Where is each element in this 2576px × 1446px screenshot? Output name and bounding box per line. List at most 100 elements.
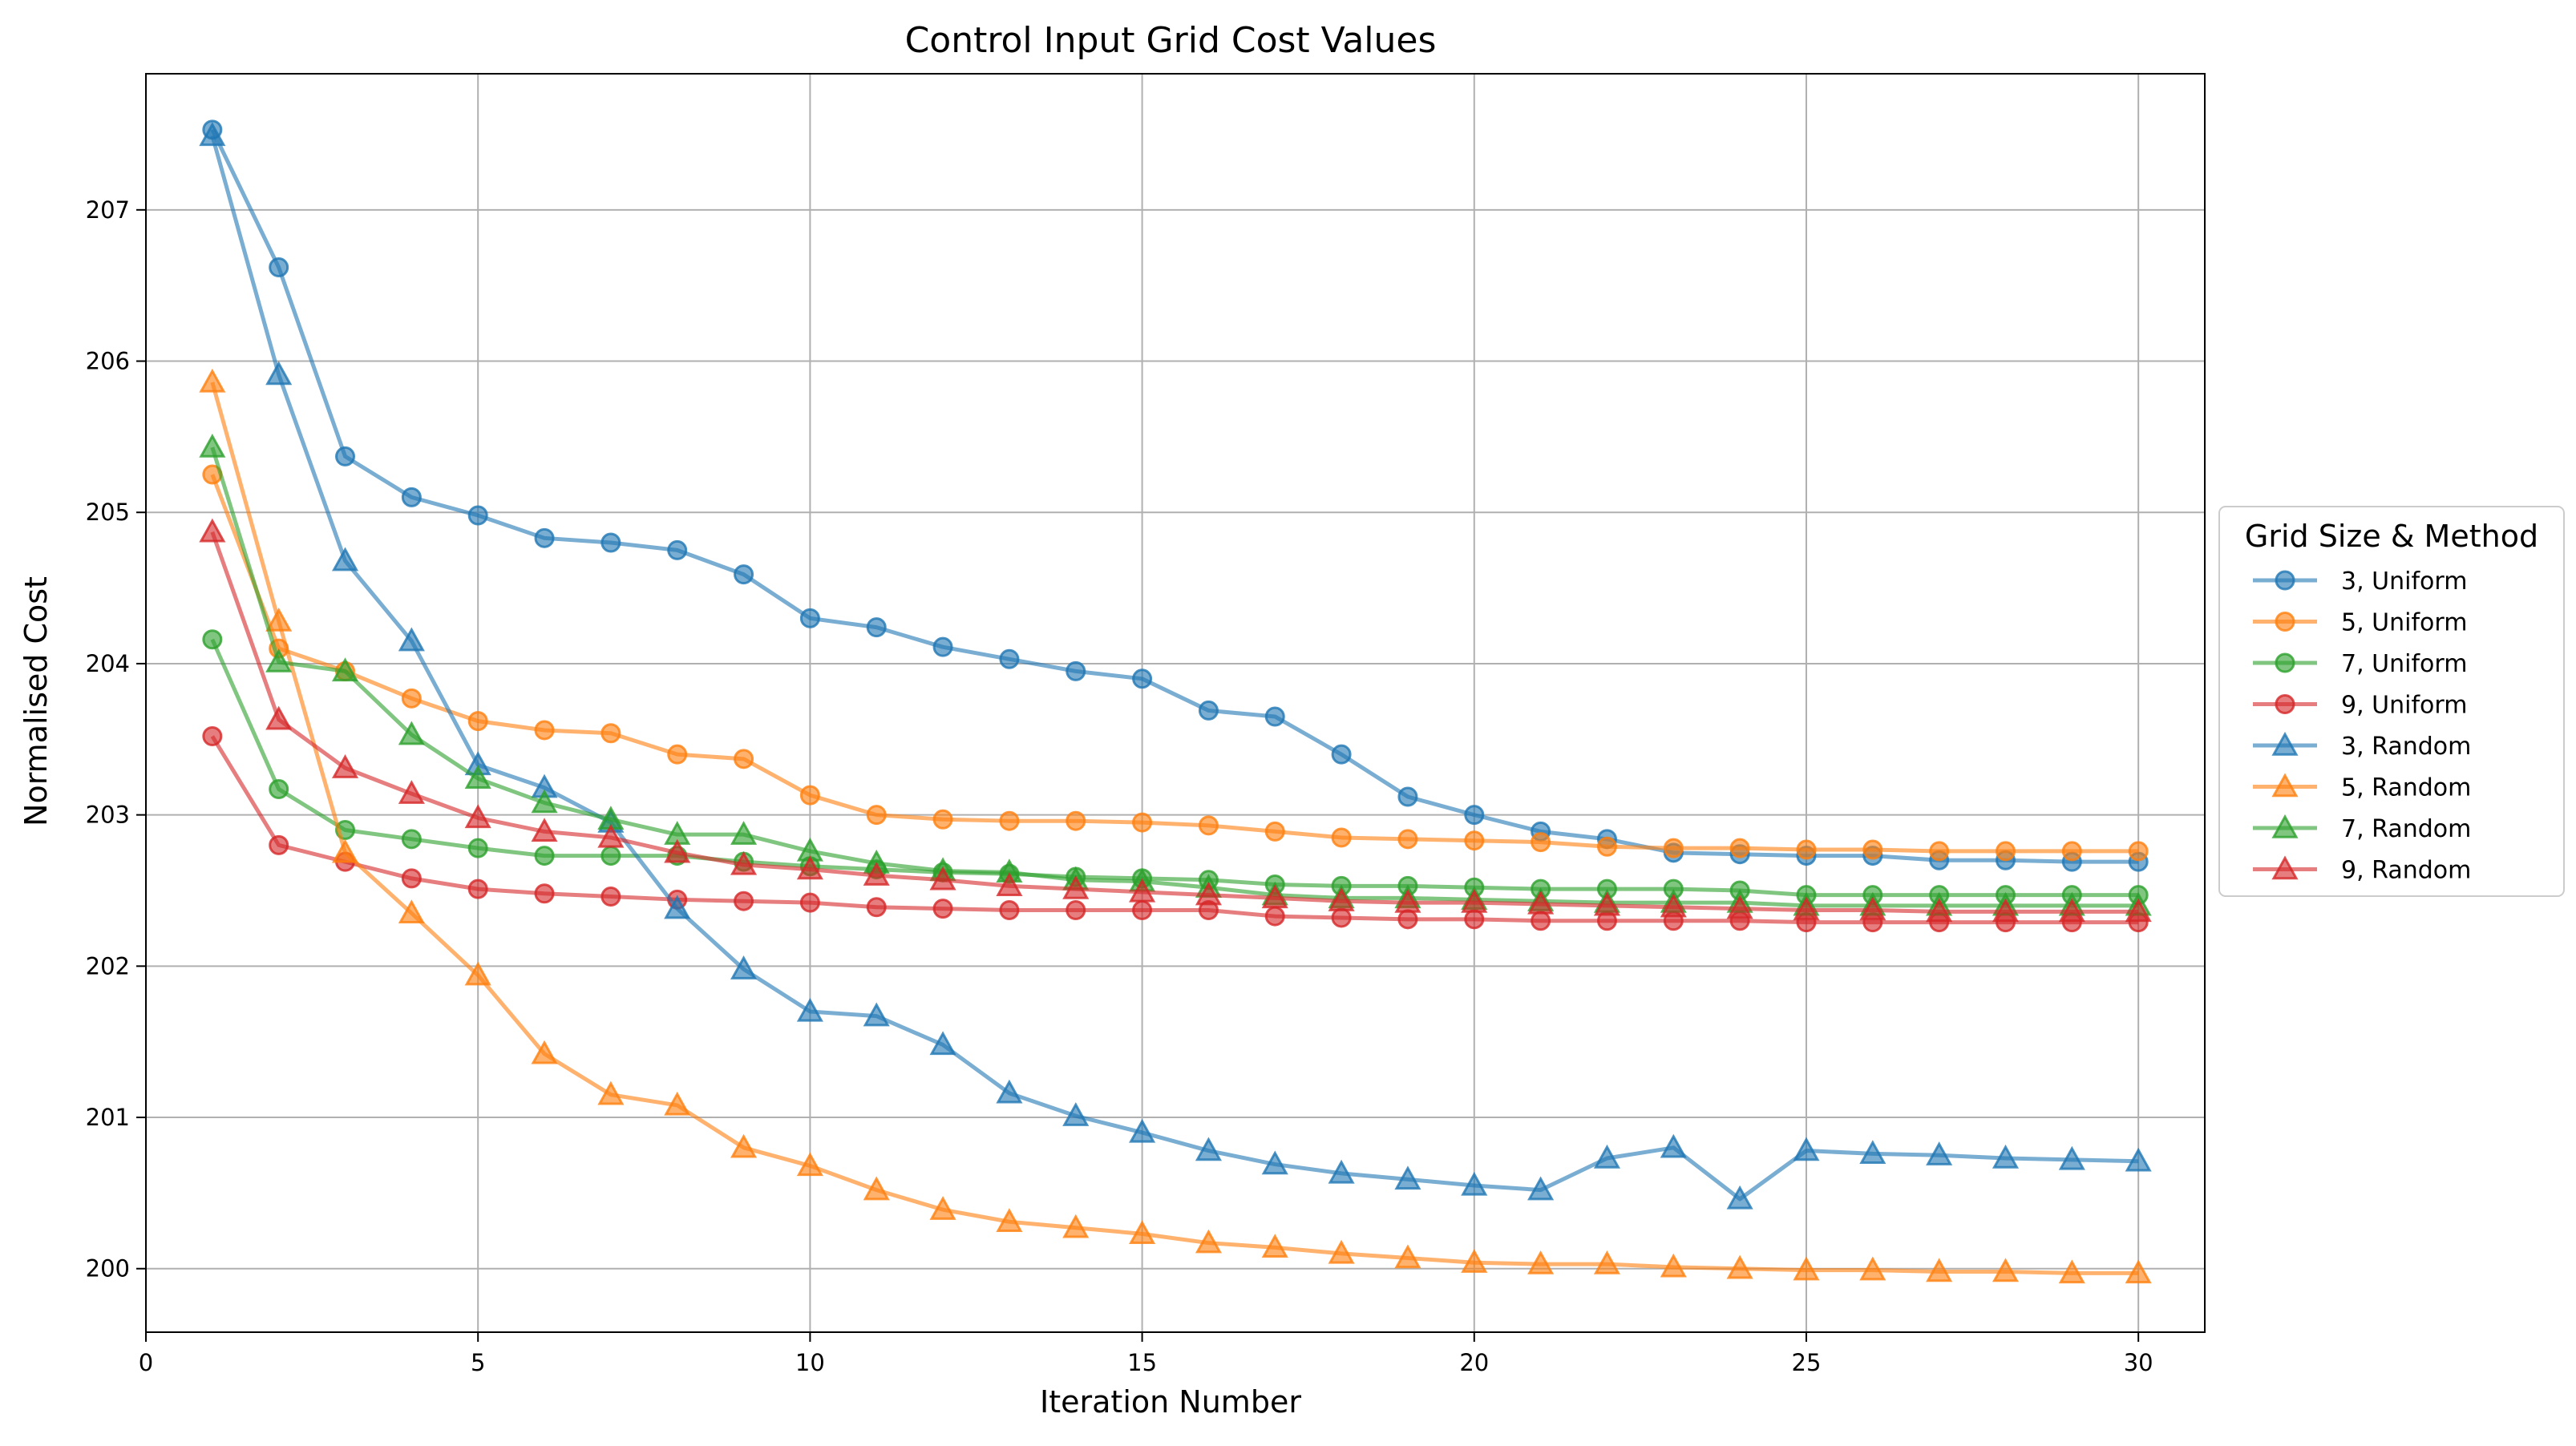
legend-title: Grid Size & Method [2245, 519, 2538, 554]
data-point [202, 726, 223, 747]
data-point [2058, 1145, 2085, 1170]
data-point [398, 899, 425, 923]
data-point [1195, 881, 1222, 906]
data-point [1328, 1239, 1355, 1264]
series-4 [202, 726, 2149, 933]
legend-label: 3, Uniform [2341, 567, 2467, 596]
data-point [2058, 898, 2085, 923]
data-point [1328, 1159, 1355, 1184]
data-point [331, 657, 359, 682]
data-point [734, 564, 754, 585]
data-point [1992, 1144, 2020, 1169]
data-point [796, 1152, 823, 1177]
data-point [464, 765, 491, 790]
data-point [1464, 805, 1485, 826]
data-point [531, 818, 558, 842]
y-tick-label: 201 [86, 1104, 130, 1131]
data-point [534, 720, 555, 741]
data-point [2058, 1259, 2085, 1284]
y-tick-label: 204 [86, 650, 130, 677]
data-point [202, 629, 223, 650]
legend-label: 9, Random [2341, 857, 2471, 885]
legend-swatch-marker [2271, 814, 2299, 838]
data-point [1660, 893, 1687, 918]
data-point [1796, 839, 1817, 860]
data-point [331, 754, 359, 778]
legend-item: 3, Uniform [2253, 567, 2467, 596]
data-point [1663, 838, 1684, 858]
data-point [1461, 888, 1488, 913]
data-point [401, 487, 422, 507]
data-point [464, 961, 491, 986]
data-point [2125, 898, 2152, 923]
data-point [1729, 838, 1750, 858]
data-point [199, 368, 226, 393]
data-point [1926, 1258, 1953, 1282]
data-point [1929, 841, 1950, 862]
data-point [1195, 1137, 1222, 1161]
data-point [1531, 911, 1551, 931]
data-point [335, 446, 356, 467]
data-point [401, 688, 422, 709]
legend-swatch-marker [2275, 612, 2295, 632]
data-point [398, 721, 425, 745]
legend-label: 3, Random [2341, 733, 2471, 761]
x-tick-label: 25 [1792, 1349, 1822, 1376]
data-point [1726, 1254, 1753, 1279]
y-tick-label: 206 [86, 348, 130, 375]
plot-frame [145, 73, 2206, 1333]
series-6 [199, 368, 2152, 1284]
data-point [664, 1091, 691, 1116]
data-point [1062, 1102, 1090, 1126]
legend-swatch-marker [2271, 855, 2299, 880]
data-point [996, 1208, 1023, 1232]
series-line [210, 135, 2139, 1202]
series-line [210, 446, 2139, 908]
data-point [531, 789, 558, 814]
data-point [799, 892, 820, 913]
data-point [2125, 1259, 2152, 1284]
data-point [1129, 1118, 1156, 1143]
data-point [1593, 1144, 1621, 1169]
data-point [269, 779, 289, 800]
data-point [667, 539, 688, 560]
data-point [863, 1002, 890, 1027]
data-point [866, 805, 887, 826]
data-point [265, 648, 293, 673]
data-point [269, 257, 289, 278]
data-point [1129, 878, 1156, 903]
data-point [1331, 827, 1352, 848]
data-point [1461, 1249, 1488, 1273]
data-point [932, 809, 953, 830]
data-point [1527, 1250, 1555, 1274]
x-tick-label: 30 [2124, 1349, 2153, 1376]
data-point [467, 711, 488, 732]
legend-item: 7, Random [2253, 814, 2471, 843]
data-point [464, 804, 491, 829]
data-point [734, 891, 754, 911]
data-point [601, 723, 621, 744]
data-point [999, 900, 1020, 921]
data-point [1992, 1258, 2020, 1282]
axis-ticks: 0 5 10 15 20 25 30 200 201 202 203 204 205 206 207 [86, 196, 2153, 1376]
legend-swatch-marker [2275, 694, 2295, 714]
data-point [467, 838, 488, 858]
data-point [866, 617, 887, 638]
data-point [929, 1196, 956, 1220]
data-point [1132, 668, 1153, 689]
legend-box [2218, 506, 2565, 897]
x-tick-label: 15 [1127, 1349, 1157, 1376]
data-point [398, 627, 425, 652]
data-point [1660, 1133, 1687, 1158]
data-point [730, 1133, 758, 1158]
y-tick-label: 203 [86, 802, 130, 829]
data-point [1331, 907, 1352, 928]
data-point [1198, 700, 1219, 721]
data-point [1793, 1256, 1820, 1281]
data-point [664, 895, 691, 919]
data-point [866, 897, 887, 918]
series-8 [199, 518, 2152, 923]
data-point [1531, 832, 1551, 853]
data-point [1066, 810, 1086, 831]
